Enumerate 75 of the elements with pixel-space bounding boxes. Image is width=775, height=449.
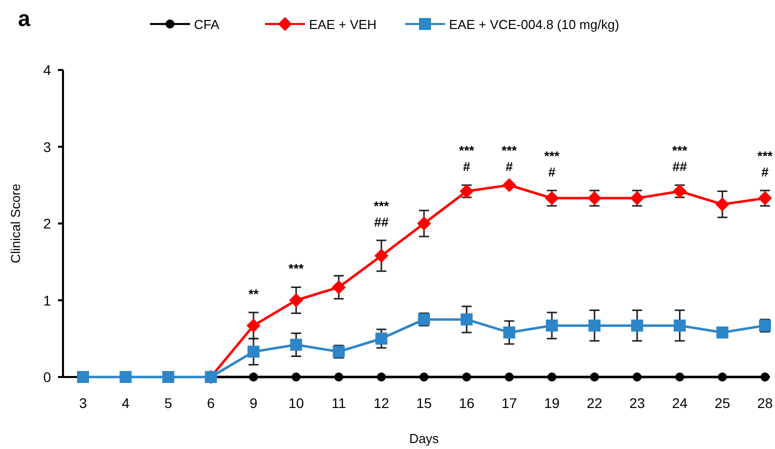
x-tick-label: 19: [544, 395, 560, 411]
point: [120, 371, 132, 383]
annotation: ***: [288, 261, 305, 276]
point: [332, 280, 346, 294]
y-tick-label: 2: [43, 216, 52, 232]
legend-label: EAE + VEH: [309, 17, 377, 32]
point: [374, 248, 388, 263]
x-tick-label: 23: [629, 395, 646, 411]
point: [715, 197, 730, 212]
point: [546, 320, 558, 332]
chart-title: a: [18, 6, 31, 31]
point: [588, 320, 600, 332]
legend-label: CFA: [194, 17, 220, 32]
point: [162, 371, 174, 383]
point: [290, 338, 302, 351]
point: [718, 372, 727, 382]
annotation: ##: [374, 214, 390, 230]
point: [503, 326, 516, 338]
y-tick-label: 1: [43, 292, 52, 308]
y-tick-label: 0: [43, 369, 52, 385]
point: [77, 371, 89, 383]
point: [716, 326, 728, 338]
x-tick-label: 5: [164, 395, 172, 411]
annotation: ##: [672, 159, 688, 174]
x-tick-label: 24: [672, 395, 688, 411]
annotation: #: [506, 159, 514, 174]
point: [631, 320, 644, 332]
y-tick-label: 3: [43, 138, 52, 155]
x-tick-label: 17: [501, 395, 518, 411]
point: [417, 216, 431, 230]
annotation: ***: [544, 148, 560, 164]
x-tick-label: 4: [122, 395, 130, 411]
point: [760, 372, 770, 382]
annotation: ***: [374, 198, 390, 214]
point: [460, 313, 473, 326]
point: [632, 372, 642, 382]
y-axis-title: Clinical Score: [8, 184, 23, 264]
y-tick-label: 4: [43, 62, 52, 78]
point: [420, 372, 428, 382]
x-tick-label: 6: [206, 395, 215, 411]
annotation: #: [463, 159, 472, 174]
point: [249, 372, 258, 382]
x-axis-title: Days: [409, 431, 440, 446]
x-tick-label: 3: [79, 395, 88, 411]
x-tick-label: 22: [586, 395, 602, 411]
point: [376, 372, 386, 382]
point: [292, 372, 301, 382]
point: [675, 372, 684, 382]
x-tick-label: 9: [250, 395, 258, 411]
point: [674, 320, 686, 332]
point: [334, 372, 344, 382]
point: [246, 318, 260, 333]
point: [462, 372, 472, 382]
x-tick-label: 16: [458, 395, 475, 411]
point: [547, 372, 556, 382]
point: [289, 293, 304, 308]
annotation: **: [248, 286, 260, 302]
annotation: ***: [757, 148, 774, 164]
x-tick-label: 15: [416, 395, 432, 411]
x-tick-label: 28: [757, 395, 773, 411]
point: [375, 332, 388, 345]
legend-label: EAE + VCE-004.8 (10 mg/kg): [449, 17, 620, 32]
annotation: ***: [502, 143, 518, 158]
x-tick-label: 10: [288, 395, 304, 411]
x-tick-label: 11: [331, 395, 346, 411]
point: [502, 178, 516, 192]
x-tick-label: 25: [714, 395, 730, 411]
x-tick-label: 12: [374, 395, 390, 411]
annotation: ***: [459, 143, 476, 158]
point: [248, 346, 260, 358]
annotation: #: [761, 164, 770, 180]
annotation: ***: [672, 143, 688, 158]
point: [504, 372, 514, 382]
annotation: #: [548, 164, 556, 180]
point: [590, 372, 599, 382]
